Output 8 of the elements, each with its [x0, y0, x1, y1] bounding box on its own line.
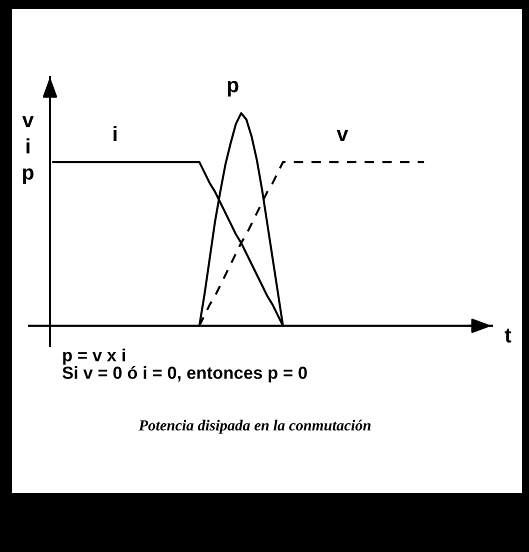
x-axis-title: t [504, 328, 512, 343]
series-label: p [228, 80, 238, 96]
y-axis-title: v i p [22, 116, 34, 184]
text: p = v x i [63, 348, 125, 365]
series-label: v [336, 130, 348, 142]
text: Si v = 0 ó i = 0, entonces p = 0 [62, 366, 307, 382]
text: Potencia disipada en la conmutación [138, 420, 371, 434]
series-label: i [114, 126, 116, 142]
